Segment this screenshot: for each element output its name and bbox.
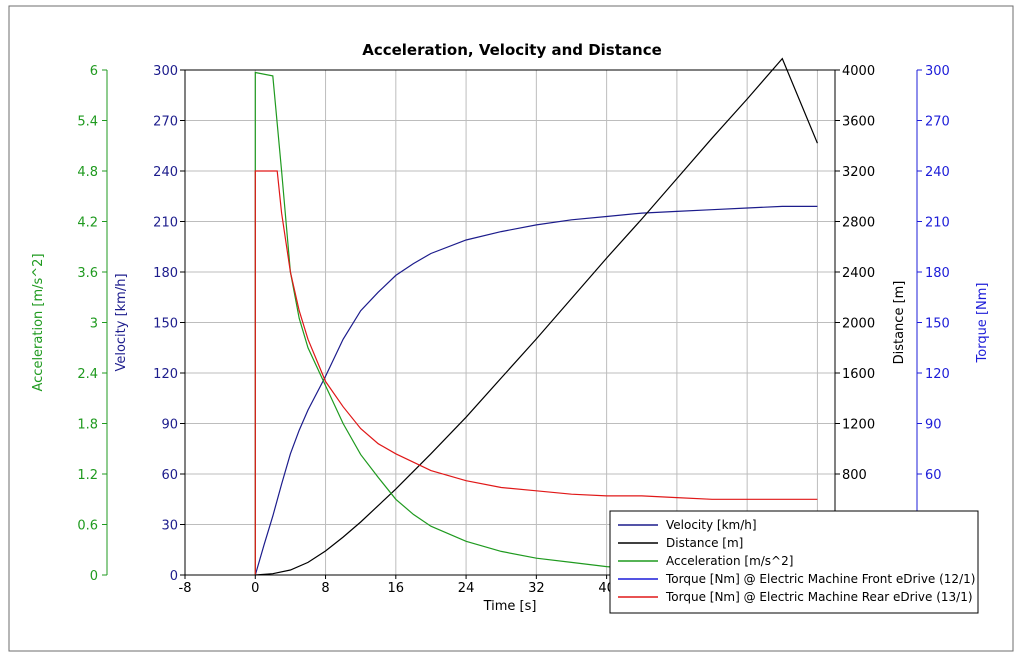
series-line-2 <box>255 57 818 576</box>
torq-axis-tick-label: 270 <box>925 115 950 130</box>
torq-axis-tick-label: 90 <box>925 418 942 433</box>
vel-axis-tick-label: 120 <box>153 367 178 382</box>
acc-axis-tick-label: 6 <box>90 64 98 79</box>
legend-label: Torque [Nm] @ Electric Machine Front eDr… <box>665 572 975 586</box>
dist-axis-tick-label: 4000 <box>842 64 875 79</box>
torq-axis-tick-label: 60 <box>925 468 942 483</box>
chart-title: Acceleration, Velocity and Distance <box>362 41 662 59</box>
series-line-1 <box>254 205 818 576</box>
acc-axis-tick-label: 3 <box>90 317 98 332</box>
vel-axis-tick-label: 150 <box>153 317 178 332</box>
series-line-5 <box>254 170 818 575</box>
acc-axis-tick-label: 5.4 <box>77 115 98 130</box>
vel-axis-tick-label: 300 <box>153 64 178 79</box>
series-line-3 <box>254 71 695 575</box>
legend-box <box>609 510 979 614</box>
vel-axis-tick-label: 210 <box>153 216 178 231</box>
x-tick-label: 32 <box>528 581 545 596</box>
vel-axis-tick-label: 90 <box>161 418 178 433</box>
dist-axis-tick-label: 2000 <box>842 317 875 332</box>
torq-axis-tick-label: 180 <box>925 266 950 281</box>
acc-axis-tick-label: 0 <box>90 569 98 584</box>
dist-axis-tick-label: 2400 <box>842 266 875 281</box>
x-tick-label: 24 <box>458 581 475 596</box>
torq-axis-title: Torque [Nm] <box>975 283 990 364</box>
dist-axis-tick-label: 800 <box>842 468 867 483</box>
vel-axis-tick-label: 60 <box>161 468 178 483</box>
plot-area-border <box>184 69 836 576</box>
acc-axis-tick-label: 1.8 <box>77 418 98 433</box>
torq-axis-tick-label: 120 <box>925 367 950 382</box>
acc-axis-tick-label: 4.8 <box>77 165 98 180</box>
acc-axis-tick-label: 0.6 <box>77 519 98 534</box>
legend-label: Velocity [km/h] <box>666 518 757 532</box>
acc-axis-tick-label: 4.2 <box>77 216 98 231</box>
x-tick-label: 0 <box>251 581 259 596</box>
legend-label: Torque [Nm] @ Electric Machine Rear eDri… <box>665 590 973 604</box>
vel-axis-title: Velocity [km/h] <box>114 273 129 371</box>
dist-axis-tick-label: 2800 <box>842 216 875 231</box>
legend-label: Distance [m] <box>666 536 743 550</box>
torq-axis-tick-label: 240 <box>925 165 950 180</box>
torq-axis-tick-label: 210 <box>925 216 950 231</box>
vel-axis-tick-label: 30 <box>161 519 178 534</box>
x-tick-label: -8 <box>179 581 192 596</box>
dist-axis-tick-label: 3200 <box>842 165 875 180</box>
x-tick-label: 16 <box>388 581 405 596</box>
torq-axis-tick-label: 300 <box>925 64 950 79</box>
vel-axis-tick-label: 180 <box>153 266 178 281</box>
dist-axis-tick-label: 3600 <box>842 115 875 130</box>
vel-axis-tick-label: 240 <box>153 165 178 180</box>
legend: Velocity [km/h] Distance [m] Acceleration … <box>609 510 979 614</box>
vel-axis-tick-label: 0 <box>170 569 178 584</box>
acc-axis-title: Acceleration [m/s^2] <box>31 253 46 391</box>
x-tick-label: 8 <box>321 581 329 596</box>
dist-axis-tick-label: 1200 <box>842 418 875 433</box>
acc-axis-tick-label: 1.2 <box>77 468 98 483</box>
series <box>254 57 818 576</box>
vel-axis-tick-label: 270 <box>153 115 178 130</box>
dist-axis-title: Distance [m] <box>892 281 907 365</box>
legend-label: Acceleration [m/s^2] <box>666 554 793 568</box>
dist-axis-tick-label: 1600 <box>842 367 875 382</box>
torq-axis-tick-label: 150 <box>925 317 950 332</box>
x-axis-label: Time [s] <box>483 599 537 614</box>
acc-axis-tick-label: 3.6 <box>77 266 98 281</box>
acc-axis-tick-label: 2.4 <box>77 367 98 382</box>
